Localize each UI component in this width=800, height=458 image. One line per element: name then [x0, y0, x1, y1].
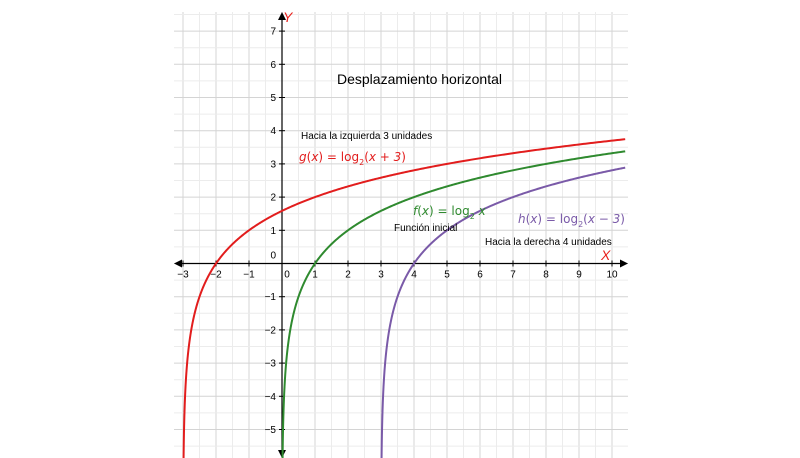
y-tick-label: 2	[270, 193, 276, 204]
y-tick-label: −4	[265, 392, 277, 403]
x-tick-label: 0	[284, 270, 290, 281]
label-g-fn: g	[299, 150, 307, 164]
y-tick-label: −3	[265, 359, 277, 370]
y-tick-label: 1	[270, 226, 276, 237]
axes	[174, 12, 628, 458]
label-g: g(x) = log2(x + 3)	[299, 150, 406, 167]
x-tick-label: −3	[177, 270, 189, 281]
x-axis-arrow-right	[620, 259, 628, 268]
y-axis-arrow-top	[278, 12, 286, 20]
y-tick-label: −5	[265, 425, 277, 436]
annotation-initial-function: Función inicial	[394, 223, 457, 234]
x-tick-label: 6	[477, 270, 483, 281]
annotation-right-shift: Hacia la derecha 4 unidades	[485, 237, 612, 248]
y-tick-label: 5	[270, 93, 276, 104]
y-tick-label: −1	[265, 292, 277, 303]
label-f: f(x) = log2 x	[413, 204, 487, 221]
x-tick-label: −2	[210, 270, 222, 281]
curve-series	[281, 150, 626, 458]
x-tick-label: 5	[444, 270, 450, 281]
x-tick-labels: −3 −2 −1 0 1 2 3 4 5 6 7 8 9 10	[177, 260, 618, 281]
label-g-arg: x + 3	[368, 150, 401, 164]
label-f-arg: x	[478, 204, 487, 218]
y-tick-label: 6	[270, 60, 276, 71]
curves	[182, 138, 626, 458]
label-h-fn: h	[518, 212, 526, 226]
x-tick-label: 7	[510, 270, 516, 281]
label-f-fn: f	[413, 204, 419, 218]
label-h-arg: x − 3	[587, 212, 620, 226]
y-tick-labels: −5 −4 −3 −2 −1 0 1 2 3 4 5 6 7	[265, 27, 285, 436]
curve-series	[182, 138, 626, 458]
x-tick-label: 10	[606, 270, 618, 281]
chart-title: Desplazamiento horizontal	[337, 71, 502, 87]
x-tick-label: 8	[543, 270, 549, 281]
y-tick-label: 7	[270, 27, 276, 38]
x-tick-label: 1	[312, 270, 318, 281]
y-tick-label: 3	[270, 159, 276, 170]
x-tick-label: 3	[378, 270, 384, 281]
x-axis-label: X	[600, 247, 611, 263]
y-axis-label: Y	[283, 9, 294, 25]
annotation-left-shift: Hacia la izquierda 3 unidades	[301, 131, 432, 142]
x-axis-arrow-left	[174, 259, 182, 268]
x-tick-label: 2	[345, 270, 351, 281]
x-tick-label: −1	[243, 270, 255, 281]
x-tick-label: 4	[411, 270, 417, 281]
y-tick-label: 4	[270, 126, 276, 137]
label-h: h(x) = log2(x − 3)	[518, 212, 625, 229]
x-tick-label: 9	[576, 270, 582, 281]
y-tick-label: 0	[270, 251, 276, 262]
y-tick-label: −2	[265, 325, 277, 336]
curve-series	[380, 166, 626, 458]
